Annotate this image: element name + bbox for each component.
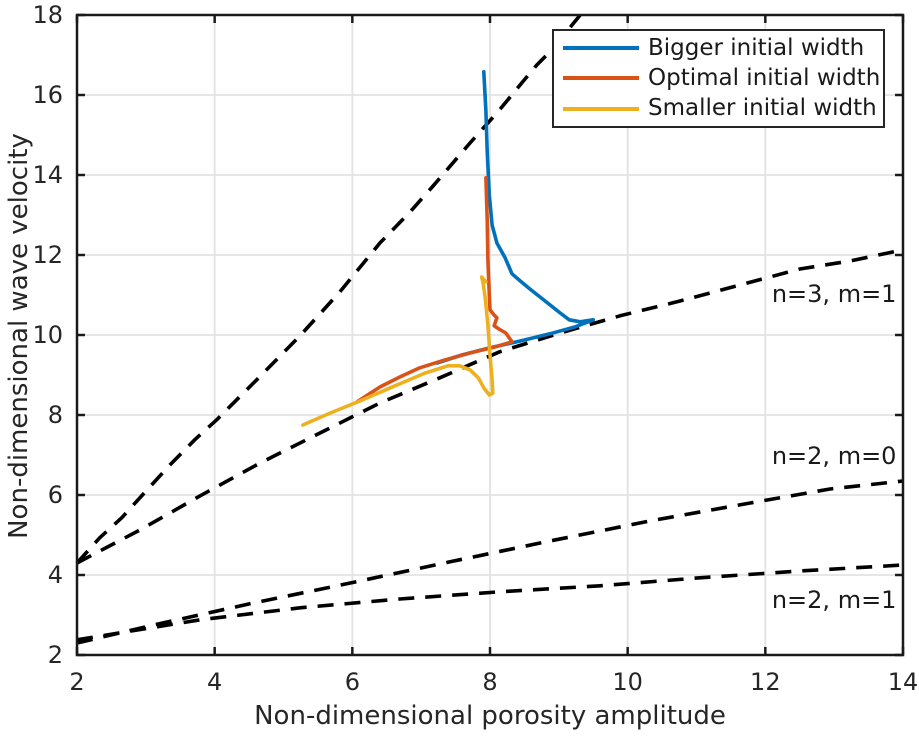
curve-dashed-unlabeled-upper — [75, 13, 582, 565]
curve-dashed-n2-m0 — [76, 479, 904, 645]
x-tick-label: 2 — [69, 668, 85, 696]
axes-box — [75, 13, 905, 657]
annotation-n-2-m-1: n=2, m=1 — [771, 586, 897, 614]
curve-smaller-initial-width — [300, 275, 495, 427]
annotation-n-3-m-1: n=3, m=1 — [771, 280, 897, 308]
legend: Bigger initial width Optimal initial widt… — [552, 29, 885, 128]
x-axis-label: Non-dimensional porosity amplitude — [254, 701, 726, 731]
y-axis-label: Non-dimensional wave velocity — [4, 133, 34, 539]
legend-line-bigger-initial-width — [563, 46, 639, 51]
curve-dashed-n3-m1 — [76, 248, 904, 565]
legend-line-smaller-initial-width — [563, 106, 639, 111]
y-tick-label: 2 — [47, 641, 63, 669]
curve-bigger-initial-width — [435, 70, 596, 365]
y-tick-label: 16 — [32, 81, 63, 109]
legend-line-optimal-initial-width — [563, 76, 639, 81]
legend-label-bigger-initial-width: Bigger initial width — [648, 34, 865, 61]
legend-label-optimal-initial-width: Optimal initial width — [648, 64, 881, 91]
x-tick-label: 14 — [887, 668, 919, 696]
annotation-n-2-m-0: n=2, m=0 — [771, 442, 897, 470]
y-tick-label: 10 — [32, 321, 63, 349]
curve-optimal-initial-width — [355, 176, 514, 404]
x-tick-label: 10 — [612, 668, 643, 696]
curves — [75, 13, 904, 645]
x-tick-label: 12 — [750, 668, 781, 696]
x-tick-label: 8 — [482, 668, 498, 696]
y-tick-label: 18 — [32, 1, 63, 29]
y-tick-label: 4 — [47, 561, 63, 589]
y-tick-label: 6 — [47, 481, 63, 509]
legend-item-optimal-initial-width: Optimal initial width — [554, 63, 883, 93]
legend-item-smaller-initial-width: Smaller initial width — [554, 94, 883, 124]
y-tick-label: 12 — [32, 241, 63, 269]
y-tick-label: 8 — [47, 401, 63, 429]
y-tick-label: 14 — [32, 161, 63, 189]
x-tick-label: 4 — [207, 668, 223, 696]
legend-item-bigger-initial-width: Bigger initial width — [554, 33, 883, 63]
x-tick-label: 6 — [344, 668, 360, 696]
legend-label-smaller-initial-width: Smaller initial width — [648, 95, 877, 122]
